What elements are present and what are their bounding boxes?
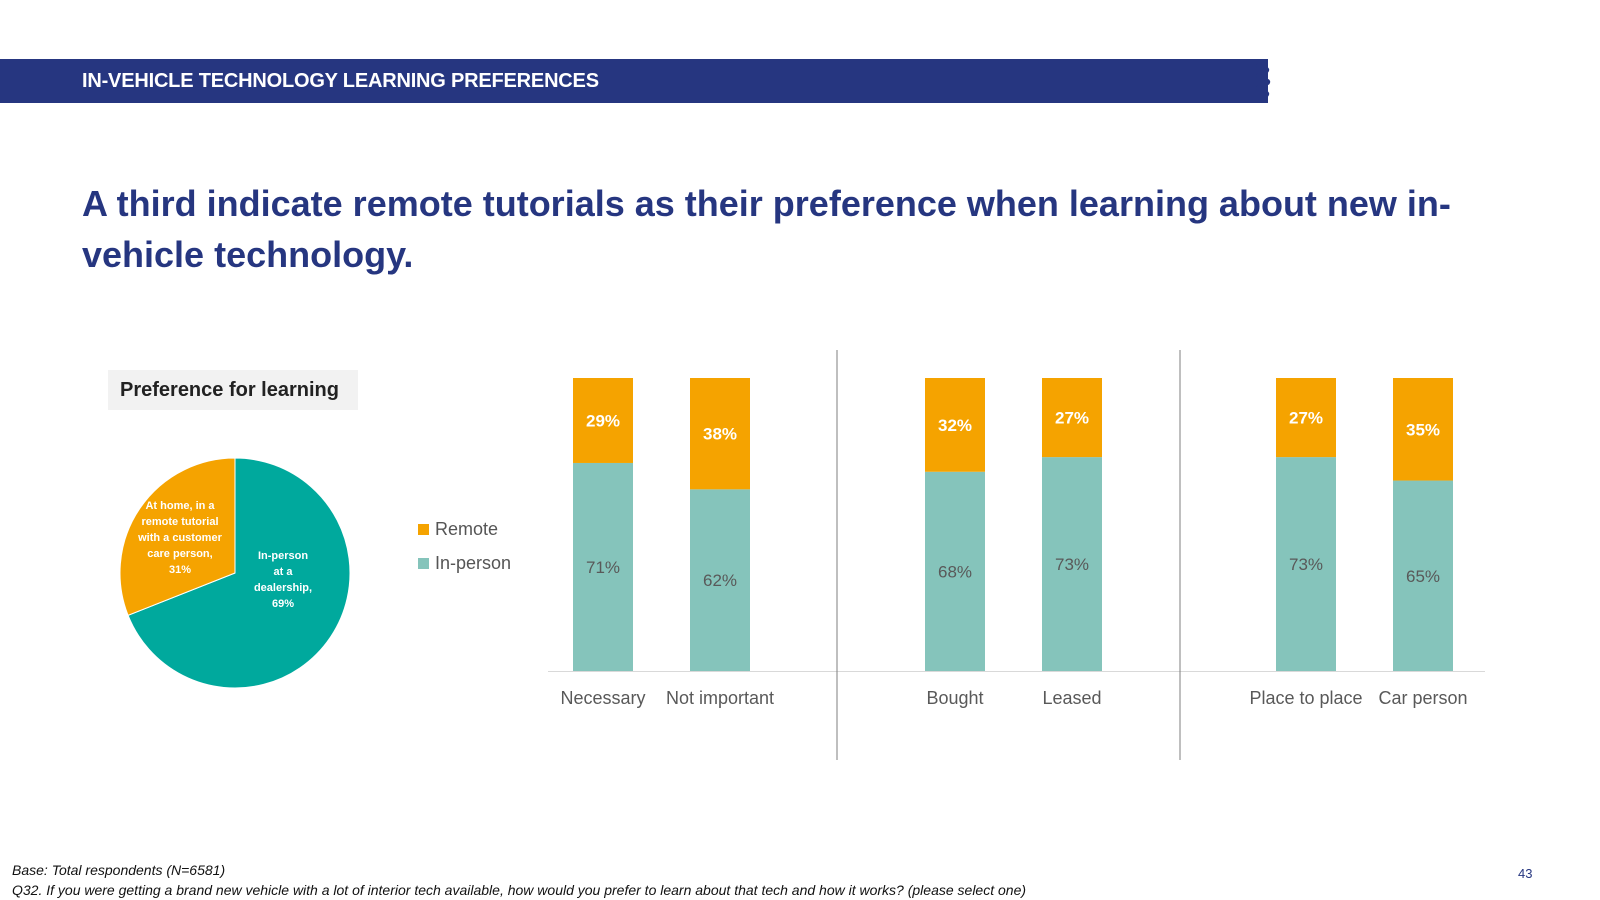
section-title: IN-VEHICLE TECHNOLOGY LEARNING PREFERENC… [82,70,599,92]
bar-remote [1276,378,1336,458]
legend-item-remote: Remote [418,512,511,546]
page-headline: A third indicate remote tutorials as the… [82,183,1451,275]
footer-base: Base: Total respondents (N=6581) [12,862,226,878]
brand-dots-icon [1255,62,1271,102]
pie-chart [119,457,351,689]
data-label-remote: 32% [938,416,972,435]
data-label-inperson: 62% [703,571,737,590]
bar-inperson [925,471,985,671]
x-tick-label: Car person [1378,688,1467,708]
pie-slice-inperson [127,457,351,689]
data-label-inperson: 71% [586,558,620,577]
bar-inperson [1276,457,1336,671]
x-tick-label: Leased [1042,688,1101,708]
legend-label-remote: Remote [435,518,499,539]
data-label-remote: 38% [703,425,737,444]
chart-legend: Remote In-person [418,512,511,580]
x-tick-label: Place to place [1249,688,1362,708]
data-label-inperson: 65% [1406,567,1440,586]
stacked-bar-chart: 71% 29% Necessary 62% 38% Not important 68% 32%… [548,350,1485,760]
data-label-remote: 35% [1406,420,1440,439]
bar-remote [573,378,633,463]
bar-inperson [690,489,750,671]
pie-slice-remote [119,457,236,616]
x-tick-label: Necessary [560,688,645,708]
pie-label-inperson: In-person at a dealership, 69% [253,550,313,610]
data-label-remote: 27% [1055,409,1089,428]
bar-remote [1042,378,1102,458]
data-label-inperson: 73% [1055,555,1089,574]
bar-inperson [1042,457,1102,671]
data-label-remote: 29% [586,411,620,430]
legend-label-inperson: In-person [435,552,512,573]
legend-item-inperson: In-person [418,546,511,580]
section-banner: IN-VEHICLE TECHNOLOGY LEARNING PREFERENC… [0,59,1268,103]
pie-title: Preference for learning [120,379,339,401]
bar-remote [1393,378,1453,481]
bar-remote [690,378,750,490]
legend-swatch-inperson [418,557,429,569]
data-label-remote: 27% [1289,409,1323,428]
x-tick-label: Bought [926,688,983,708]
bar-inperson [573,462,633,671]
data-label-inperson: 73% [1289,555,1323,574]
bar-remote [925,378,985,472]
data-label-inperson: 68% [938,562,972,581]
footer-question: Q32. If you were getting a brand new veh… [12,882,1027,898]
bar-inperson [1393,480,1453,671]
x-tick-label: Not important [666,688,774,708]
legend-swatch-remote [418,523,429,535]
pie-title-box: Preference for learning [108,370,358,410]
page-number: 43 [1518,866,1533,881]
pie-label-remote: At home, in a remote tutorial with a custo… [138,500,222,576]
